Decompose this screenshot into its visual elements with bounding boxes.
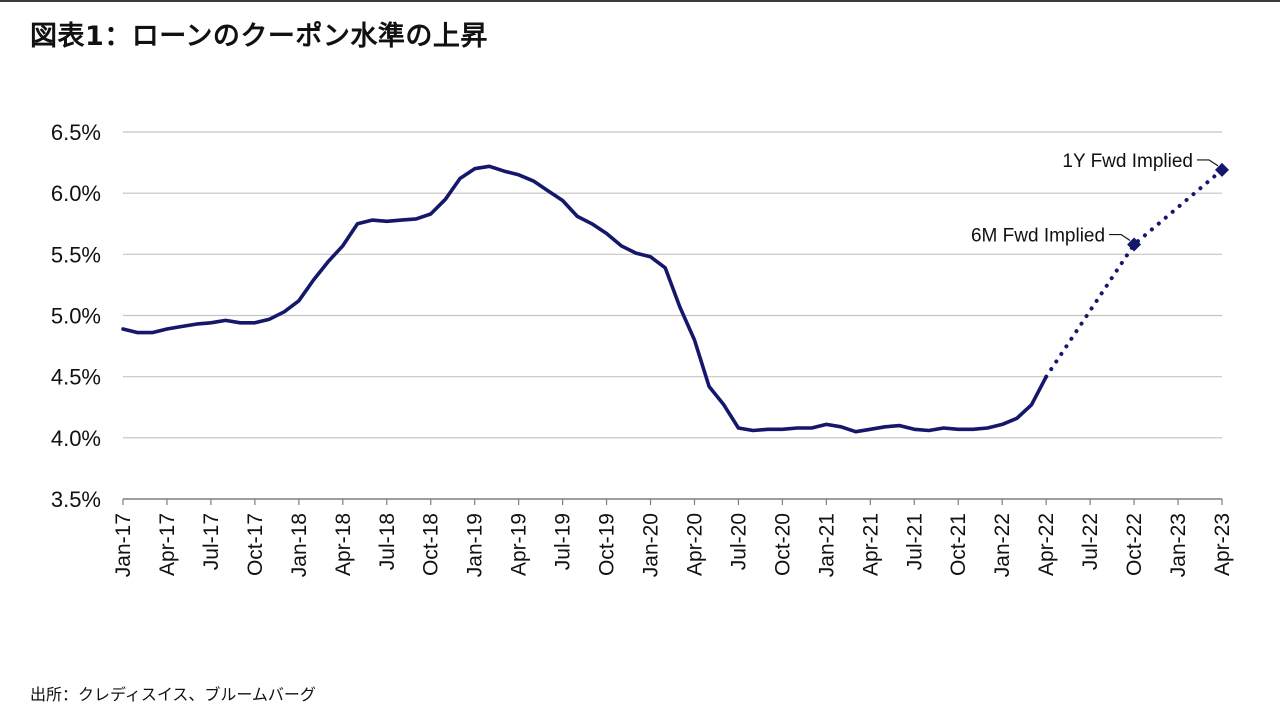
x-tick-label: Jan-20 <box>640 513 663 577</box>
x-tick-label: Apr-20 <box>683 513 706 576</box>
chart-title: 図表1：ローンのクーポン水準の上昇 <box>30 21 488 52</box>
x-tick-label: Jan-19 <box>464 513 487 577</box>
x-tick-label: Jan-22 <box>991 513 1014 577</box>
x-tick-label: Oct-21 <box>947 513 970 576</box>
x-tick-label: Oct-22 <box>1123 513 1146 576</box>
x-tick-label: Jan-17 <box>112 513 135 577</box>
top-rule <box>0 0 1280 2</box>
x-tick-label: Jan-23 <box>1167 513 1190 577</box>
x-tick-label: Oct-17 <box>244 513 267 576</box>
x-tick-label: Oct-18 <box>420 513 443 576</box>
implied-forward-line <box>1044 167 1224 379</box>
x-tick-label: Apr-17 <box>156 513 179 576</box>
annotation-leader <box>1109 233 1131 242</box>
y-tick-label: 4.0% <box>51 426 101 451</box>
x-tick-label: Jul-22 <box>1079 513 1102 570</box>
y-tick-label: 3.5% <box>51 487 101 512</box>
six-month-forward-label: 6M Fwd Implied <box>971 226 1105 247</box>
x-tick-label: Oct-20 <box>771 513 794 576</box>
annotation-leader <box>1197 159 1219 167</box>
one-year-forward-marker <box>1215 162 1229 177</box>
one-year-forward-label: 1Y Fwd Implied <box>1062 151 1193 172</box>
x-tick-label: Jan-21 <box>815 513 838 577</box>
y-tick-label: 6.0% <box>51 181 101 206</box>
y-tick-label: 4.5% <box>51 365 101 390</box>
x-tick-label: Apr-22 <box>1035 513 1058 576</box>
y-tick-label: 5.5% <box>51 242 101 267</box>
six-month-forward-marker <box>1127 237 1142 252</box>
x-tick-label: Apr-19 <box>508 513 531 576</box>
loan-coupon-line <box>121 164 1048 434</box>
y-tick-label: 6.5% <box>51 120 101 145</box>
x-tick-label: Jan-18 <box>288 513 311 577</box>
x-tick-label: Jul-19 <box>552 513 575 570</box>
source-note: 出所：クレディスイス、ブルームバーグ <box>30 685 316 704</box>
x-tick-label: Jul-20 <box>727 513 750 570</box>
x-tick-label: Apr-21 <box>859 513 882 576</box>
x-tick-label: Oct-19 <box>596 513 619 576</box>
x-tick-label: Apr-18 <box>332 513 355 576</box>
x-tick-label: Jul-18 <box>376 513 399 570</box>
x-tick-label: Jul-21 <box>903 513 926 570</box>
y-tick-label: 5.0% <box>51 304 101 329</box>
x-tick-label: Jul-17 <box>200 513 223 570</box>
x-tick-label: Apr-23 <box>1211 513 1234 576</box>
